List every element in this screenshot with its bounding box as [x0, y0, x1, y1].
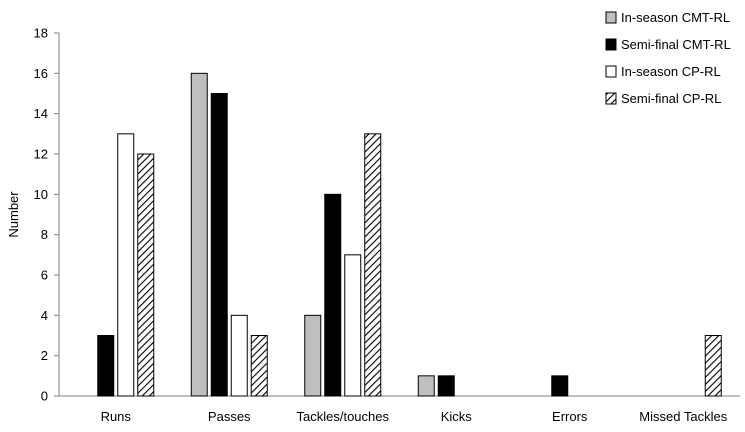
bar	[437, 375, 455, 397]
legend-swatch	[605, 38, 617, 51]
y-tick-label: 4	[41, 308, 48, 323]
x-tick-label: Runs	[101, 409, 132, 424]
legend-swatch	[605, 65, 617, 78]
y-tick-label: 0	[41, 389, 48, 404]
x-tick-label: Tackles/touches	[297, 409, 390, 424]
bar	[304, 314, 322, 397]
bar	[117, 133, 135, 397]
y-tick-label: 16	[34, 66, 48, 81]
x-tick-label: Errors	[552, 409, 588, 424]
bar	[137, 153, 155, 397]
y-tick-label: 8	[41, 227, 48, 242]
bar	[324, 193, 342, 397]
y-tick-label: 6	[41, 268, 48, 283]
x-axis: Runs Passes Tackles/touches Kicks Errors Miss…	[59, 395, 740, 424]
y-tick-label: 18	[34, 26, 48, 41]
x-tick-label: Missed Tackles	[639, 409, 727, 424]
bars-group	[97, 72, 722, 397]
y-axis: 0 2 4 6 8 10 12 14 16 18	[34, 26, 60, 404]
bar	[97, 335, 115, 397]
legend-label: In-season CMT-RL	[621, 10, 730, 25]
bar	[230, 314, 248, 397]
bar	[364, 133, 382, 397]
x-tick-label: Passes	[208, 409, 251, 424]
bar	[250, 335, 268, 397]
legend-swatch	[605, 11, 617, 24]
bar	[551, 375, 569, 397]
bar	[190, 72, 208, 397]
x-tick-label: Kicks	[441, 409, 473, 424]
y-tick-label: 14	[34, 106, 48, 121]
y-tick-label: 12	[34, 147, 48, 162]
legend-label: In-season CP-RL	[621, 64, 721, 79]
bar	[344, 254, 362, 397]
bar	[210, 93, 228, 397]
y-tick-label: 10	[34, 187, 48, 202]
legend-label: Semi-final CMT-RL	[621, 37, 731, 52]
y-axis-title: Number	[6, 191, 21, 238]
legend-label: Semi-final CP-RL	[621, 91, 721, 106]
legend: In-season CMT-RL Semi-final CMT-RL In-seas…	[605, 10, 731, 106]
bar	[704, 335, 722, 397]
y-tick-label: 2	[41, 348, 48, 363]
bar	[417, 375, 435, 397]
legend-swatch	[605, 92, 617, 105]
